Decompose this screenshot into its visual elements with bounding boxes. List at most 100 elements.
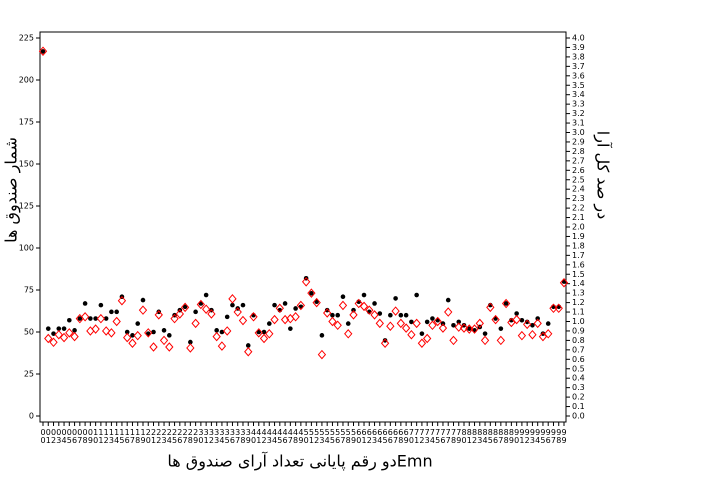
dot-marker bbox=[377, 311, 383, 316]
diamond-marker bbox=[207, 309, 216, 319]
y2-tick-label: 1.2 bbox=[572, 298, 585, 307]
diamond-marker bbox=[438, 323, 448, 333]
dot-marker bbox=[293, 306, 298, 311]
x-tick-label: 73 bbox=[423, 428, 432, 444]
diamond-marker bbox=[396, 318, 406, 329]
x-tick-label: 61 bbox=[360, 428, 369, 444]
dot-marker bbox=[214, 328, 219, 333]
x-tick-label: 29 bbox=[191, 428, 200, 444]
dot-marker bbox=[182, 304, 188, 310]
diamond-marker bbox=[349, 310, 358, 320]
diamond-marker bbox=[470, 324, 479, 334]
diamond-marker bbox=[175, 309, 184, 319]
diamond-marker bbox=[291, 312, 300, 322]
diamond-marker bbox=[533, 318, 542, 329]
y2-tick-label: 2.5 bbox=[572, 175, 585, 184]
diamond-marker bbox=[459, 323, 469, 333]
y2-tick-label: 1.9 bbox=[572, 232, 585, 241]
diamond-marker bbox=[370, 310, 379, 320]
dot-marker bbox=[193, 309, 198, 315]
x-tick-label: 89 bbox=[507, 428, 516, 444]
x-tick-label: 88 bbox=[502, 428, 511, 444]
diamond-marker bbox=[138, 305, 148, 315]
diamond-marker bbox=[359, 301, 369, 312]
dot-marker bbox=[393, 296, 398, 301]
y-tick-label: 0 bbox=[29, 412, 34, 421]
dot-marker bbox=[140, 297, 146, 303]
diamond-marker bbox=[165, 342, 174, 352]
y2-tick-label: 2.8 bbox=[572, 147, 585, 156]
y2-tick-label: 2.3 bbox=[572, 194, 585, 203]
x-tick-label: 43 bbox=[265, 428, 274, 444]
diamond-marker bbox=[186, 343, 195, 353]
dot-marker bbox=[161, 328, 167, 333]
diamond-marker bbox=[475, 318, 484, 329]
y2-tick-label: 2.1 bbox=[572, 213, 585, 222]
y2-tick-label: 0.0 bbox=[572, 412, 585, 421]
x-tick-label: 11 bbox=[96, 428, 105, 444]
y2-tick-label: 0.6 bbox=[572, 355, 585, 364]
diamond-marker bbox=[265, 329, 274, 339]
dot-marker bbox=[466, 326, 472, 331]
dot-marker bbox=[545, 321, 551, 326]
dot-marker bbox=[288, 326, 293, 331]
x-tick-label: 04 bbox=[60, 428, 69, 444]
diamond-marker bbox=[65, 328, 74, 338]
diamond-marker bbox=[180, 302, 190, 313]
y2-tick-label: 3.5 bbox=[572, 81, 585, 90]
x-tick-label: 82 bbox=[470, 428, 479, 444]
dot-marker bbox=[530, 322, 535, 328]
x-tick-label: 64 bbox=[375, 428, 384, 444]
dot-marker bbox=[261, 329, 267, 335]
x-tick-label: 50 bbox=[302, 428, 311, 444]
x-tick-label: 19 bbox=[138, 428, 147, 444]
x-tick-label: 25 bbox=[170, 428, 179, 444]
y2-tick-label: 1.0 bbox=[572, 317, 585, 326]
diamond-marker bbox=[233, 307, 242, 317]
x-tick-label: 07 bbox=[75, 428, 84, 444]
dot-marker bbox=[109, 309, 114, 315]
diamond-marker bbox=[275, 303, 284, 314]
diamond-marker bbox=[44, 333, 53, 344]
diamond-marker bbox=[480, 335, 490, 346]
dot-marker bbox=[430, 316, 435, 321]
dot-marker bbox=[230, 302, 235, 308]
x-tick-label: 54 bbox=[323, 428, 332, 444]
dot-marker bbox=[82, 301, 88, 306]
x-tick-label: 57 bbox=[338, 428, 347, 444]
y2-tick-label: 0.4 bbox=[572, 374, 585, 383]
x-tick-label: 17 bbox=[128, 428, 137, 444]
y2-tick-label: 3.3 bbox=[572, 100, 585, 109]
diamond-marker bbox=[228, 294, 237, 304]
diamond-marker bbox=[423, 333, 432, 344]
x-tick-label: 41 bbox=[254, 428, 263, 444]
dot-marker bbox=[451, 322, 456, 328]
x-tick-label: 80 bbox=[460, 428, 469, 444]
x-tick-label: 71 bbox=[412, 428, 421, 444]
diamond-marker bbox=[312, 297, 321, 308]
y-tick-label: 25 bbox=[24, 370, 34, 379]
diamond-marker bbox=[196, 299, 206, 310]
dot-marker bbox=[151, 329, 156, 335]
dot-marker bbox=[51, 331, 56, 336]
diamond-marker bbox=[80, 312, 90, 322]
diamond-marker bbox=[154, 310, 163, 320]
diamond-marker bbox=[333, 320, 342, 331]
diamond-marker bbox=[191, 318, 200, 329]
x-tick-label: 86 bbox=[491, 428, 500, 444]
x-tick-label: 92 bbox=[523, 428, 532, 444]
dot-marker bbox=[45, 326, 51, 331]
x-tick-label: 95 bbox=[538, 428, 547, 444]
diamond-marker bbox=[128, 338, 137, 348]
x-tick-label: 06 bbox=[70, 428, 79, 444]
diamond-marker bbox=[323, 308, 332, 318]
diamond-marker bbox=[486, 302, 495, 313]
y2-tick-label: 3.4 bbox=[572, 90, 585, 99]
x-tick-label: 97 bbox=[549, 428, 558, 444]
x-tick-label: 83 bbox=[475, 428, 484, 444]
diamond-marker bbox=[38, 46, 48, 56]
diamond-marker bbox=[170, 313, 179, 324]
dot-marker bbox=[40, 49, 46, 54]
diamond-marker bbox=[501, 298, 511, 309]
x-tick-label: 27 bbox=[181, 428, 190, 444]
